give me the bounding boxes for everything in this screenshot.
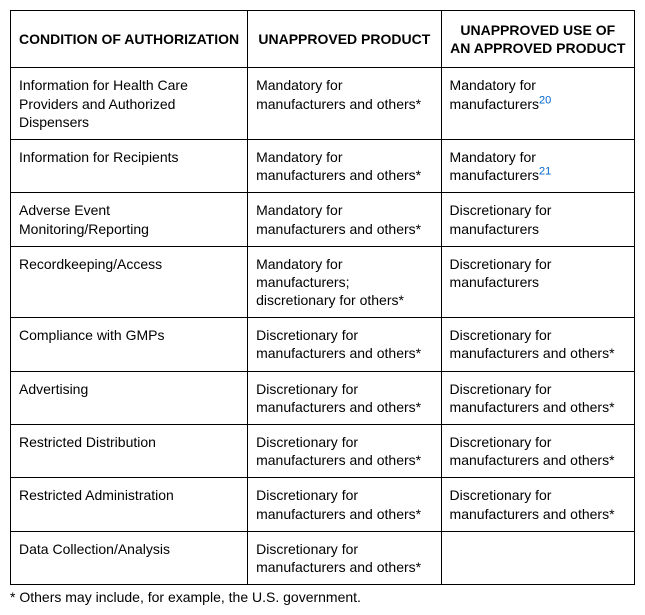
cell-condition: Recordkeeping/Access [11,246,248,318]
cell-unapproved: Mandatory for manufacturers and others* [248,68,441,140]
table-header-row: CONDITION OF AUTHORIZATION UNAPPROVED PR… [11,11,635,68]
cell-approved-use: Discretionary for manufacturers [441,246,634,318]
header-approved-use: UNAPPROVED USE OF AN APPROVED PRODUCT [441,11,634,68]
table-row: Recordkeeping/AccessMandatory for manufa… [11,246,635,318]
table-row: Information for Health Care Providers an… [11,68,635,140]
footnote-ref[interactable]: 20 [539,94,551,106]
table-row: Data Collection/AnalysisDiscretionary fo… [11,531,635,584]
authorization-table: CONDITION OF AUTHORIZATION UNAPPROVED PR… [10,10,635,585]
table-row: Compliance with GMPsDiscretionary for ma… [11,318,635,371]
cell-unapproved: Discretionary for manufacturers and othe… [248,318,441,371]
cell-approved-use: Mandatory for manufacturers21 [441,139,634,192]
cell-condition: Restricted Administration [11,478,248,531]
cell-unapproved: Mandatory for manufacturers and others* [248,139,441,192]
cell-unapproved: Discretionary for manufacturers and othe… [248,425,441,478]
table-row: Adverse Event Monitoring/ReportingMandat… [11,193,635,246]
cell-condition: Information for Recipients [11,139,248,192]
cell-unapproved: Discretionary for manufacturers and othe… [248,371,441,424]
table-row: Restricted DistributionDiscretionary for… [11,425,635,478]
table-row: AdvertisingDiscretionary for manufacture… [11,371,635,424]
cell-approved-use: Discretionary for manufacturers and othe… [441,371,634,424]
cell-approved-use: Discretionary for manufacturers and othe… [441,425,634,478]
header-unapproved: UNAPPROVED PRODUCT [248,11,441,68]
table-body: Information for Health Care Providers an… [11,68,635,585]
header-condition: CONDITION OF AUTHORIZATION [11,11,248,68]
table-row: Information for RecipientsMandatory for … [11,139,635,192]
cell-condition: Restricted Distribution [11,425,248,478]
table-row: Restricted AdministrationDiscretionary f… [11,478,635,531]
footnote-text: * Others may include, for example, the U… [10,589,635,605]
cell-condition: Information for Health Care Providers an… [11,68,248,140]
cell-unapproved: Mandatory for manufacturers and others* [248,193,441,246]
cell-unapproved: Discretionary for manufacturers and othe… [248,478,441,531]
cell-approved-use [441,531,634,584]
cell-approved-use: Mandatory for manufacturers20 [441,68,634,140]
cell-condition: Data Collection/Analysis [11,531,248,584]
cell-condition: Compliance with GMPs [11,318,248,371]
cell-unapproved: Mandatory for manufacturers; discretiona… [248,246,441,318]
footnote-ref[interactable]: 21 [539,165,551,177]
cell-unapproved: Discretionary for manufacturers and othe… [248,531,441,584]
cell-approved-use: Discretionary for manufacturers [441,193,634,246]
cell-condition: Adverse Event Monitoring/Reporting [11,193,248,246]
cell-condition: Advertising [11,371,248,424]
cell-approved-use: Discretionary for manufacturers and othe… [441,478,634,531]
cell-approved-use: Discretionary for manufacturers and othe… [441,318,634,371]
